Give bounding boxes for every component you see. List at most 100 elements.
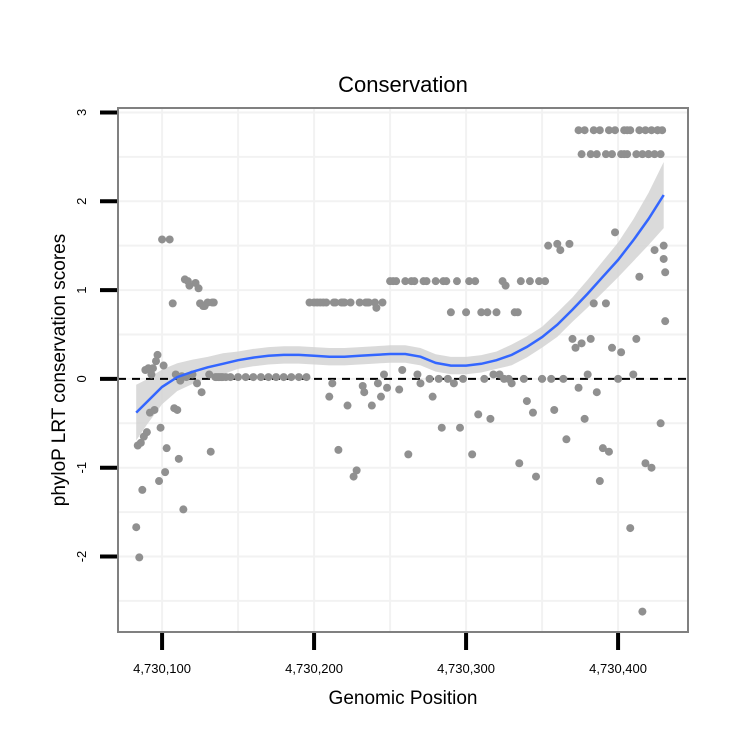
data-point bbox=[604, 126, 613, 135]
data-point bbox=[132, 523, 141, 532]
data-point bbox=[544, 241, 553, 250]
data-point bbox=[174, 454, 183, 463]
data-point bbox=[443, 374, 452, 383]
data-point bbox=[604, 447, 613, 456]
data-point bbox=[632, 150, 641, 159]
data-point bbox=[577, 339, 586, 348]
data-point bbox=[142, 428, 151, 437]
data-point bbox=[425, 374, 434, 383]
data-point bbox=[358, 381, 367, 390]
data-point bbox=[459, 374, 468, 383]
data-point bbox=[173, 405, 182, 414]
data-point bbox=[620, 126, 629, 135]
data-point bbox=[565, 239, 574, 248]
data-point bbox=[656, 150, 665, 159]
y-tick-label: 1 bbox=[74, 286, 89, 293]
data-point bbox=[632, 334, 641, 343]
data-point bbox=[465, 277, 474, 286]
data-point bbox=[340, 298, 349, 307]
data-point bbox=[574, 126, 583, 135]
x-tick-label: 4,730,400 bbox=[589, 661, 647, 676]
data-point bbox=[532, 472, 540, 481]
data-point bbox=[193, 379, 202, 388]
data-point bbox=[635, 272, 644, 281]
data-point bbox=[194, 284, 203, 293]
data-point bbox=[401, 277, 410, 286]
smooth-line-layer bbox=[135, 194, 665, 414]
data-point bbox=[626, 524, 635, 533]
data-point bbox=[574, 383, 583, 392]
data-point bbox=[568, 334, 577, 343]
data-point bbox=[595, 126, 604, 135]
data-point bbox=[617, 348, 626, 357]
data-point bbox=[168, 299, 177, 308]
data-point bbox=[322, 298, 331, 307]
data-point bbox=[638, 607, 647, 616]
data-point bbox=[349, 472, 358, 481]
data-point bbox=[428, 392, 437, 401]
data-point bbox=[647, 126, 656, 135]
data-point bbox=[661, 317, 670, 326]
data-point bbox=[586, 150, 595, 159]
data-point bbox=[623, 150, 632, 159]
data-point bbox=[153, 350, 162, 359]
data-point bbox=[404, 450, 413, 459]
data-point bbox=[456, 423, 464, 432]
data-point bbox=[431, 277, 440, 286]
data-point bbox=[343, 401, 352, 410]
data-point bbox=[355, 298, 364, 307]
data-point bbox=[601, 150, 610, 159]
data-point bbox=[395, 385, 404, 394]
data-point bbox=[376, 392, 385, 401]
smooth-line bbox=[135, 194, 665, 414]
y-tick-label: 3 bbox=[74, 109, 89, 116]
data-point bbox=[449, 379, 458, 388]
data-point bbox=[156, 423, 165, 432]
data-point bbox=[516, 277, 525, 286]
y-tick-label: -1 bbox=[74, 462, 89, 474]
data-point bbox=[614, 374, 623, 383]
data-point bbox=[547, 374, 556, 383]
data-point bbox=[197, 388, 206, 397]
data-point bbox=[659, 241, 668, 250]
data-point bbox=[525, 277, 534, 286]
data-point bbox=[468, 450, 477, 459]
data-point bbox=[209, 298, 218, 307]
data-point bbox=[155, 477, 164, 486]
data-point bbox=[562, 435, 571, 444]
x-axis: 4,730,100 4,730,200 4,730,300 4,730,400 bbox=[133, 633, 647, 676]
data-point bbox=[437, 423, 446, 432]
data-point bbox=[556, 246, 565, 255]
data-point bbox=[661, 268, 670, 277]
y-axis-label: phyloP LRT conservation scores bbox=[49, 234, 70, 507]
data-point bbox=[325, 392, 334, 401]
data-point bbox=[492, 308, 501, 317]
data-point bbox=[519, 374, 528, 383]
x-tick-label: 4,730,200 bbox=[285, 661, 343, 676]
data-point bbox=[179, 505, 188, 514]
data-point bbox=[413, 370, 422, 379]
data-point bbox=[629, 370, 638, 379]
data-point bbox=[535, 277, 544, 286]
data-point bbox=[626, 126, 635, 135]
data-point bbox=[641, 126, 650, 135]
data-point bbox=[656, 419, 665, 428]
data-point bbox=[480, 374, 489, 383]
data-point bbox=[522, 397, 531, 406]
data-point bbox=[272, 373, 281, 382]
data-point bbox=[486, 414, 495, 423]
data-point bbox=[538, 374, 547, 383]
data-point bbox=[294, 373, 303, 382]
data-point bbox=[515, 459, 524, 468]
data-point bbox=[471, 277, 480, 286]
data-point bbox=[513, 308, 522, 317]
data-point bbox=[150, 405, 159, 414]
data-point bbox=[302, 373, 311, 382]
data-point bbox=[205, 370, 214, 379]
data-point bbox=[234, 373, 243, 382]
data-point bbox=[507, 379, 516, 388]
data-point bbox=[650, 150, 659, 159]
data-point bbox=[586, 334, 595, 343]
data-point bbox=[147, 370, 156, 379]
